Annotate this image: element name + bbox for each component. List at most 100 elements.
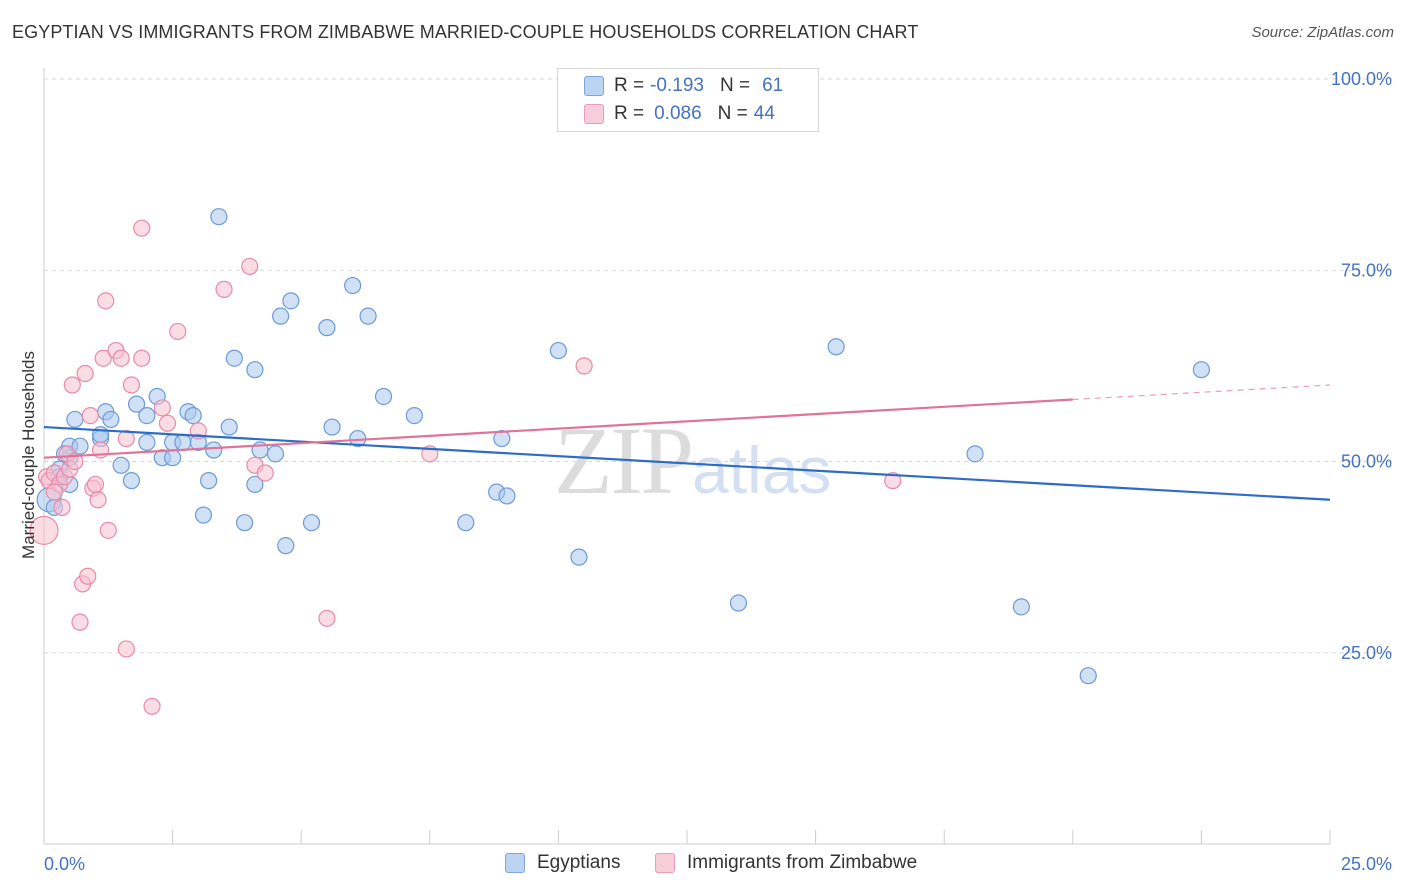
x-tick-label: 25.0% bbox=[1341, 854, 1392, 874]
data-point bbox=[133, 219, 151, 237]
tick-labels: 25.0% 50.0% 75.0% 100.0% 0.0% 25.0% Married-co… bbox=[19, 69, 1392, 874]
data-point bbox=[66, 452, 84, 471]
data-point bbox=[549, 341, 568, 360]
y-tick-label: 100.0% bbox=[1331, 69, 1392, 89]
data-point bbox=[79, 567, 97, 585]
blue-swatch bbox=[584, 76, 604, 96]
data-point bbox=[89, 491, 107, 509]
trend-lines bbox=[43, 384, 1331, 501]
data-point bbox=[359, 307, 377, 325]
stats-row-egyptians: R = -0.193 N = 61 bbox=[584, 73, 783, 99]
data-point bbox=[884, 472, 902, 490]
data-point bbox=[236, 514, 254, 532]
data-point bbox=[272, 307, 290, 325]
stats-row-zimbabwe: R = 0.086 N = 44 bbox=[584, 101, 775, 127]
grid-lines bbox=[44, 78, 1392, 654]
data-point bbox=[133, 349, 151, 367]
data-point bbox=[246, 361, 264, 379]
n-label: N = bbox=[717, 103, 748, 124]
data-point bbox=[112, 349, 130, 367]
data-point bbox=[241, 257, 259, 276]
stats-legend: R = -0.193 N = 61 R = 0.086 N = 44 bbox=[557, 68, 819, 132]
data-point bbox=[1192, 361, 1211, 379]
data-point bbox=[1079, 667, 1097, 685]
data-point bbox=[158, 414, 177, 432]
x-tick-label: 0.0% bbox=[44, 854, 85, 874]
data-points bbox=[29, 208, 1211, 715]
data-point bbox=[81, 407, 99, 425]
data-point bbox=[194, 506, 213, 524]
data-point bbox=[29, 515, 59, 545]
data-point bbox=[266, 445, 285, 463]
data-point bbox=[200, 472, 218, 490]
data-point bbox=[225, 349, 243, 367]
pink-swatch bbox=[655, 853, 675, 873]
data-point bbox=[493, 429, 511, 448]
pink-swatch bbox=[584, 104, 604, 124]
data-point bbox=[282, 292, 300, 310]
legend-label: Immigrants from Zimbabwe bbox=[687, 852, 918, 873]
data-point bbox=[457, 514, 475, 532]
r-value: 0.086 bbox=[654, 103, 702, 124]
y-tick-label: 50.0% bbox=[1341, 452, 1392, 472]
y-tick-label: 25.0% bbox=[1341, 643, 1392, 663]
source-credit: Source: ZipAtlas.com bbox=[1251, 24, 1394, 41]
data-point bbox=[1012, 598, 1030, 616]
data-point bbox=[63, 376, 81, 394]
data-point bbox=[138, 433, 156, 451]
series-zimbabwe bbox=[29, 219, 902, 715]
data-point bbox=[164, 449, 182, 467]
data-point bbox=[210, 208, 228, 226]
data-point bbox=[205, 441, 223, 459]
r-label: R = bbox=[614, 103, 645, 124]
data-point bbox=[966, 445, 984, 463]
data-point bbox=[318, 609, 336, 627]
data-point bbox=[405, 407, 423, 425]
n-label: N = bbox=[719, 75, 751, 96]
data-point bbox=[143, 697, 161, 715]
data-point bbox=[323, 418, 341, 436]
data-point bbox=[66, 410, 84, 429]
data-point bbox=[53, 498, 71, 516]
data-point bbox=[112, 456, 130, 474]
data-point bbox=[246, 475, 264, 494]
data-point bbox=[302, 514, 321, 532]
n-value: 44 bbox=[753, 103, 775, 124]
data-point bbox=[153, 399, 171, 417]
y-axis-label: Married-couple Households bbox=[19, 351, 38, 559]
data-point bbox=[215, 280, 233, 298]
data-point bbox=[256, 464, 274, 482]
legend-item-egyptians: Egyptians bbox=[505, 852, 620, 874]
data-point bbox=[729, 594, 748, 612]
data-point bbox=[45, 483, 63, 501]
trend-line-egyptians bbox=[43, 425, 1331, 501]
data-point bbox=[122, 376, 141, 394]
data-point bbox=[374, 387, 393, 406]
data-point bbox=[117, 429, 135, 448]
data-point bbox=[498, 487, 516, 505]
data-point bbox=[122, 472, 141, 490]
n-value: 61 bbox=[762, 75, 784, 96]
data-point bbox=[169, 322, 187, 341]
data-point bbox=[102, 410, 120, 429]
data-point bbox=[277, 537, 295, 555]
r-label: R = bbox=[614, 75, 645, 96]
data-point bbox=[86, 475, 105, 494]
r-value: -0.193 bbox=[650, 75, 704, 96]
legend-item-zimbabwe: Immigrants from Zimbabwe bbox=[655, 852, 917, 874]
data-point bbox=[570, 548, 588, 566]
data-point bbox=[318, 319, 336, 337]
data-point bbox=[94, 349, 112, 367]
legend-label: Egyptians bbox=[537, 852, 621, 873]
data-point bbox=[184, 407, 202, 425]
data-point bbox=[174, 433, 192, 451]
series-legend: Egyptians Immigrants from Zimbabwe bbox=[0, 852, 1406, 878]
data-point bbox=[71, 613, 89, 631]
series-egyptians bbox=[36, 208, 1211, 685]
trend-line-zimbabwe bbox=[43, 398, 1073, 459]
data-point bbox=[138, 407, 156, 425]
data-point bbox=[220, 418, 238, 436]
data-point bbox=[344, 276, 362, 295]
data-point bbox=[117, 640, 135, 658]
